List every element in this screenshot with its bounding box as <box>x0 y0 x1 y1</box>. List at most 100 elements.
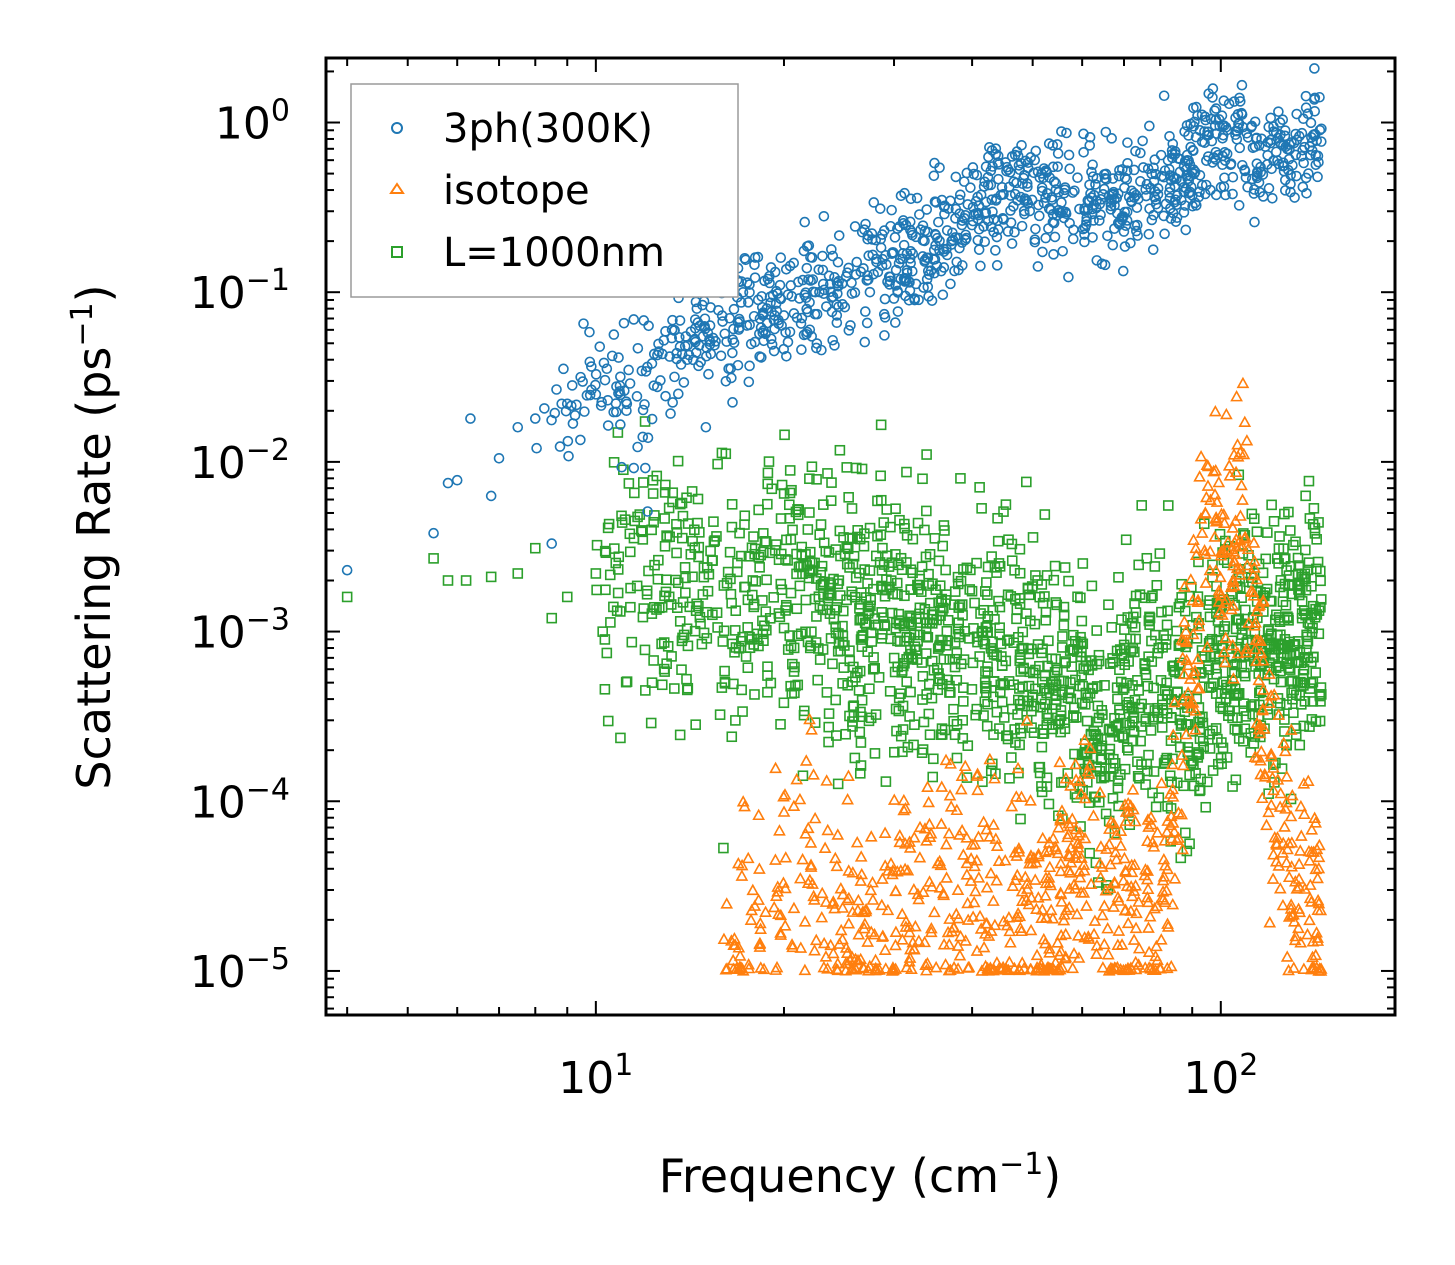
data-point-l1000nm <box>1230 614 1242 626</box>
data-point-3ph <box>1263 183 1275 194</box>
data-point-isotope <box>779 851 793 863</box>
data-point-3ph <box>727 397 738 408</box>
data-point-l1000nm <box>729 625 741 636</box>
data-point-3ph <box>1209 105 1220 116</box>
data-point-l1000nm <box>993 595 1004 607</box>
data-point-3ph <box>740 254 751 266</box>
data-point-isotope <box>1003 955 1016 968</box>
data-point-l1000nm <box>1211 668 1222 680</box>
data-point-l1000nm <box>1233 613 1245 625</box>
data-point-3ph <box>1291 170 1302 182</box>
data-point-l1000nm <box>957 715 969 726</box>
data-point-isotope <box>1101 948 1115 960</box>
data-point-isotope <box>1126 783 1140 795</box>
data-point-l1000nm <box>1071 646 1083 657</box>
data-point-l1000nm <box>590 568 602 579</box>
data-point-isotope <box>1310 842 1324 855</box>
data-point-isotope <box>1225 602 1238 615</box>
data-point-l1000nm <box>797 568 808 580</box>
data-point-l1000nm <box>1297 668 1309 680</box>
data-point-isotope <box>864 830 878 842</box>
data-point-3ph <box>1086 166 1097 178</box>
data-point-l1000nm <box>806 461 818 473</box>
data-point-isotope <box>1062 864 1075 876</box>
data-point-l1000nm <box>1027 532 1039 543</box>
data-point-isotope <box>918 935 932 948</box>
legend-label-isotope: isotope <box>443 168 590 214</box>
data-point-3ph <box>1209 120 1221 131</box>
data-point-isotope <box>807 893 821 905</box>
data-point-isotope <box>1030 961 1044 973</box>
data-point-l1000nm <box>732 557 743 569</box>
data-point-3ph <box>831 310 843 321</box>
data-point-isotope <box>803 712 816 725</box>
data-point-3ph <box>770 298 782 310</box>
data-point-isotope <box>1164 959 1178 972</box>
data-point-3ph <box>727 347 738 359</box>
data-point-l1000nm <box>1246 508 1258 520</box>
data-point-l1000nm <box>897 724 909 735</box>
data-point-l1000nm <box>646 524 657 536</box>
data-point-3ph <box>925 265 937 277</box>
data-point-l1000nm <box>872 495 883 507</box>
data-point-l1000nm <box>1150 801 1162 813</box>
data-point-l1000nm <box>890 703 902 715</box>
data-point-isotope <box>939 837 953 850</box>
data-point-l1000nm <box>648 516 659 528</box>
data-point-isotope <box>1195 526 1209 538</box>
data-point-l1000nm <box>806 626 817 638</box>
data-point-3ph <box>1038 172 1049 184</box>
data-point-l1000nm <box>625 582 636 594</box>
data-point-isotope <box>841 793 854 805</box>
data-point-l1000nm <box>1036 781 1047 792</box>
data-point-isotope <box>1078 930 1091 943</box>
data-point-l1000nm <box>658 663 670 675</box>
data-point-l1000nm <box>730 715 741 726</box>
data-point-isotope <box>1293 905 1307 918</box>
data-point-l1000nm <box>1050 597 1062 608</box>
data-point-l1000nm <box>645 717 657 729</box>
data-point-l1000nm <box>811 611 822 622</box>
data-point-l1000nm <box>841 541 852 553</box>
data-point-l1000nm <box>1232 725 1243 736</box>
data-point-l1000nm <box>814 654 826 665</box>
data-point-isotope <box>1176 693 1189 705</box>
data-point-l1000nm <box>641 588 653 600</box>
data-point-isotope <box>1310 961 1324 973</box>
data-point-l1000nm <box>659 513 670 524</box>
data-point-isotope <box>1256 703 1269 716</box>
data-point-isotope <box>870 963 884 975</box>
data-point-l1000nm <box>1078 663 1090 674</box>
data-point-l1000nm <box>591 539 603 551</box>
data-point-isotope <box>804 858 818 870</box>
data-point-3ph <box>1143 228 1155 240</box>
data-point-l1000nm <box>776 479 788 491</box>
data-point-isotope <box>1235 478 1248 491</box>
data-point-l1000nm <box>934 580 946 591</box>
data-point-isotope <box>1069 773 1083 785</box>
data-point-3ph <box>837 299 848 310</box>
data-point-3ph <box>728 337 740 349</box>
data-point-l1000nm <box>1049 560 1061 572</box>
data-point-l1000nm <box>714 709 726 720</box>
data-point-l1000nm <box>889 666 901 678</box>
data-point-l1000nm <box>1196 667 1207 678</box>
data-point-3ph <box>954 194 965 206</box>
data-point-l1000nm <box>1171 625 1182 637</box>
data-point-l1000nm <box>1047 682 1058 693</box>
data-point-l1000nm <box>1165 735 1177 746</box>
data-point-l1000nm <box>1201 776 1213 788</box>
data-point-isotope <box>903 835 916 847</box>
data-point-l1000nm <box>921 505 932 517</box>
data-point-l1000nm <box>676 532 688 544</box>
data-point-3ph <box>757 301 768 313</box>
data-point-l1000nm <box>1259 587 1271 599</box>
data-point-isotope <box>1165 757 1179 770</box>
data-point-3ph <box>1119 241 1131 252</box>
data-point-3ph <box>1012 195 1023 206</box>
data-point-isotope <box>1297 777 1311 789</box>
data-point-3ph <box>1316 123 1327 135</box>
data-point-l1000nm <box>1236 592 1247 603</box>
data-point-l1000nm <box>1164 770 1176 782</box>
data-point-l1000nm <box>599 683 611 695</box>
